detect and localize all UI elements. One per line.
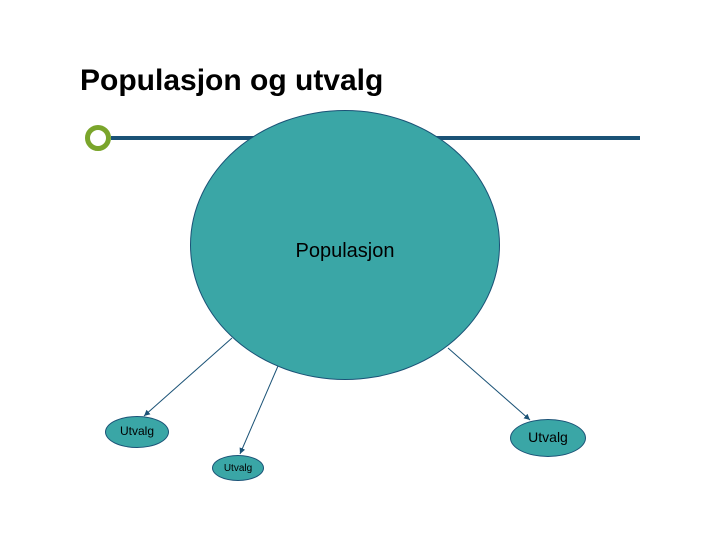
sample-label: Utvalg <box>528 430 568 445</box>
slide: { "canvas": { "width": 720, "height": 54… <box>0 0 720 540</box>
population-label: Populasjon <box>296 240 395 262</box>
population-ellipse: Populasjon <box>190 110 500 380</box>
sample-ellipse: Utvalg <box>105 416 169 448</box>
sample-ellipse: Utvalg <box>510 419 586 457</box>
sample-label: Utvalg <box>120 425 154 438</box>
sample-label: Utvalg <box>224 463 252 474</box>
sample-ellipse: Utvalg <box>212 455 264 481</box>
